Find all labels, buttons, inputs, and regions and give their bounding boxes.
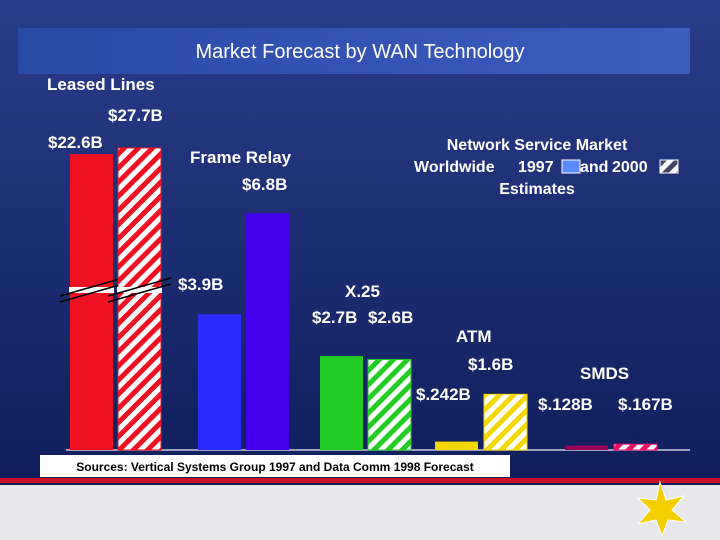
category-label: SMDS — [580, 364, 629, 383]
value-label: $3.9B — [178, 275, 223, 294]
value-label: $2.7B — [312, 308, 357, 327]
category-label: Frame Relay — [190, 148, 292, 167]
legend-suffix: Estimates — [499, 181, 575, 198]
source-note: Sources: Vertical Systems Group 1997 and… — [76, 460, 474, 474]
source-box — [40, 455, 510, 477]
axis-break — [107, 277, 172, 297]
category-label: ATM — [456, 327, 492, 346]
star-icon — [636, 480, 688, 538]
category-label: X.25 — [345, 282, 380, 301]
axis-break — [59, 283, 124, 303]
axis-break-gap — [69, 287, 114, 293]
legend-title: Network Service Market — [447, 137, 628, 154]
axis-break — [59, 277, 124, 297]
footer — [0, 485, 720, 540]
axis-break — [107, 283, 172, 303]
category-label: Leased Lines — [47, 75, 155, 94]
legend-prefix: Worldwide — [414, 159, 495, 176]
bar — [117, 147, 162, 451]
bar — [435, 441, 478, 450]
value-label: $1.6B — [468, 355, 513, 374]
value-label: $22.6B — [48, 133, 103, 152]
bar — [246, 213, 289, 450]
value-label: $2.6B — [368, 308, 413, 327]
chart-title: Market Forecast by WAN Technology — [195, 41, 524, 63]
bar — [613, 443, 658, 451]
legend-label: 1997 — [518, 159, 554, 176]
value-label: $27.7B — [108, 106, 163, 125]
footer-stripe — [0, 478, 720, 483]
value-label: $6.8B — [242, 175, 287, 194]
value-label: $.242B — [416, 385, 471, 404]
bar — [320, 356, 363, 450]
bar — [367, 359, 412, 451]
bar — [483, 393, 528, 451]
legend-swatch — [659, 159, 679, 174]
bar — [198, 314, 241, 450]
legend-label: 2000 — [612, 159, 648, 176]
value-label: $.128B — [538, 395, 593, 414]
axis-break-gap — [117, 287, 162, 293]
title-band — [18, 28, 690, 74]
value-label: $.167B — [618, 395, 673, 414]
legend-joiner: and — [580, 159, 608, 176]
bar — [565, 445, 608, 450]
bar — [70, 154, 113, 450]
legend-swatch — [561, 159, 581, 174]
